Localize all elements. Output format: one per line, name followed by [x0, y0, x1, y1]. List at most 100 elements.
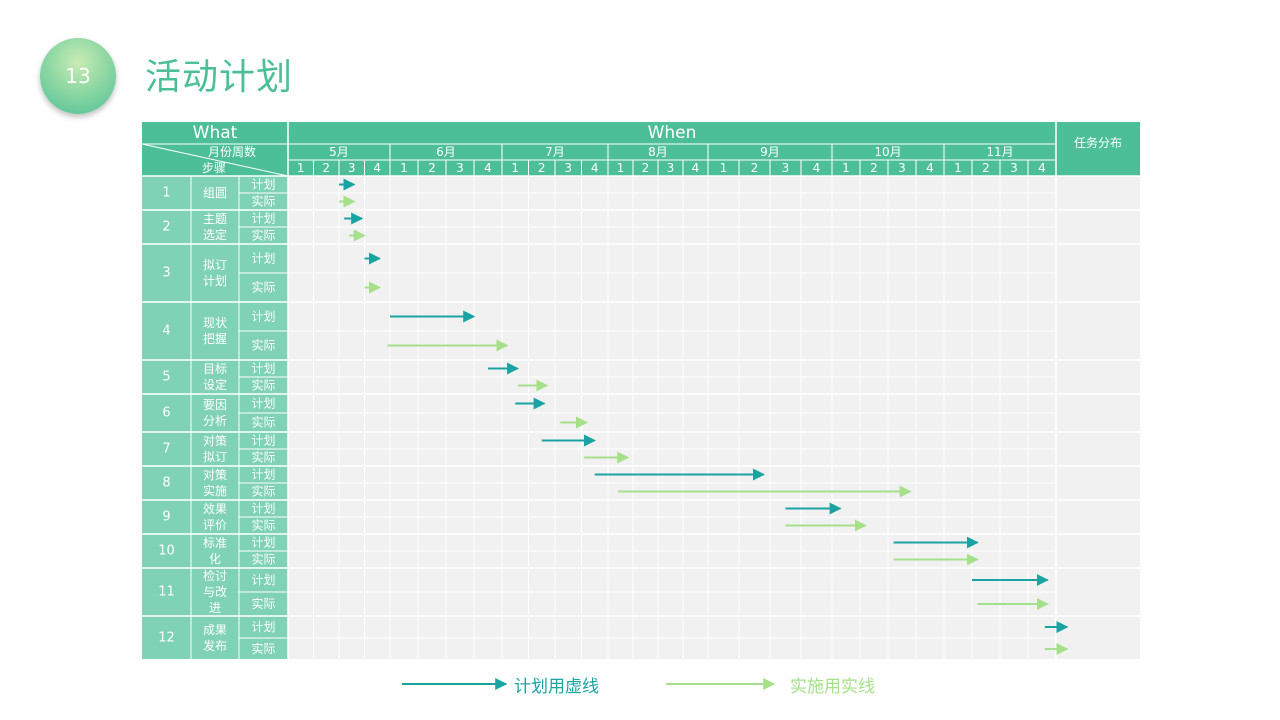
step-number: 12 [158, 631, 175, 646]
step-number: 10 [158, 544, 175, 559]
week-label: 1 [617, 161, 625, 175]
what-header: What [193, 123, 238, 143]
week-label: 1 [511, 161, 519, 175]
step-name: 分析 [203, 414, 227, 428]
plan-label: 计划 [251, 620, 275, 634]
step-name: 化 [209, 552, 221, 566]
step-number: 6 [162, 406, 170, 421]
week-label: 2 [428, 161, 436, 175]
plan-label: 计划 [251, 468, 275, 482]
actual-label: 实际 [251, 596, 275, 611]
step-name: 标准 [203, 536, 227, 550]
step-number: 5 [162, 370, 170, 385]
step-name: 拟订 [203, 258, 227, 272]
plan-label: 计划 [251, 310, 275, 324]
when-header: When [648, 123, 697, 143]
step-name: 把握 [203, 331, 227, 346]
actual-label: 实际 [251, 415, 275, 430]
week-label: 3 [1010, 161, 1018, 175]
month-label: 7月 [545, 145, 565, 159]
plan-label: 计划 [251, 573, 275, 587]
week-label: 2 [642, 161, 650, 175]
plan-label: 计划 [251, 536, 275, 550]
week-label: 3 [564, 161, 572, 175]
header-diagonal [141, 143, 289, 177]
week-label: 2 [538, 161, 546, 175]
week-label: 2 [751, 161, 759, 175]
month-label: 5月 [329, 145, 349, 159]
step-number: 11 [158, 585, 175, 600]
step-name: 与改 [203, 585, 227, 599]
actual-label: 实际 [251, 338, 275, 353]
actual-label: 实际 [251, 484, 275, 499]
step-name: 主题 [203, 212, 227, 226]
table-header-bg [142, 122, 1140, 176]
plan-label: 计划 [251, 252, 275, 266]
step-name: 组圆 [203, 186, 227, 200]
week-label: 3 [782, 161, 790, 175]
step-name: 发布 [203, 638, 227, 653]
slide-number-badge: 13 [40, 38, 116, 114]
actual-label: 实际 [251, 641, 275, 656]
plan-label: 计划 [251, 397, 275, 411]
header-month-week: 月份周数 [208, 144, 256, 159]
month-label: 9月 [760, 145, 780, 159]
month-label: 11月 [986, 145, 1013, 159]
page-title: 活动计划 [145, 57, 294, 98]
month-label: 10月 [874, 145, 901, 159]
slide-number: 13 [65, 64, 91, 88]
week-label: 3 [898, 161, 906, 175]
step-number: 9 [162, 510, 170, 525]
step-name: 计划 [203, 274, 227, 288]
actual-label: 实际 [251, 378, 275, 393]
plan-label: 计划 [251, 434, 275, 448]
step-name: 检讨 [203, 568, 227, 583]
week-label: 1 [954, 161, 962, 175]
step-name: 现状 [203, 316, 227, 330]
actual-label: 实际 [251, 280, 275, 295]
step-column-bg [142, 176, 288, 659]
week-label: 3 [348, 161, 356, 175]
step-number: 1 [162, 186, 170, 201]
step-name: 效果 [203, 501, 227, 516]
week-label: 1 [842, 161, 850, 175]
step-name: 评价 [203, 518, 227, 532]
step-name: 对策 [203, 468, 227, 482]
week-label: 4 [484, 161, 492, 175]
step-number: 3 [162, 266, 170, 281]
step-name: 成果 [203, 623, 227, 637]
week-label: 1 [720, 161, 728, 175]
plan-label: 计划 [251, 502, 275, 516]
actual-label: 实际 [251, 450, 275, 465]
step-name: 实施 [203, 483, 227, 498]
step-name: 目标 [203, 362, 227, 376]
month-label: 8月 [648, 145, 668, 159]
legend-actual-label: 实施用实线 [790, 677, 875, 697]
header-steps: 步骤 [202, 161, 226, 175]
legend-plan-label: 计划用虚线 [514, 677, 599, 697]
step-number: 2 [162, 220, 170, 235]
step-name: 对策 [203, 434, 227, 448]
week-label: 3 [456, 161, 464, 175]
actual-label: 实际 [251, 194, 275, 209]
week-label: 4 [813, 161, 821, 175]
week-label: 4 [1038, 161, 1046, 175]
step-number: 7 [162, 442, 170, 457]
actual-label: 实际 [251, 518, 275, 533]
step-name: 要因 [203, 398, 227, 412]
week-label: 2 [982, 161, 990, 175]
week-label: 2 [870, 161, 878, 175]
week-label: 3 [667, 161, 675, 175]
plan-label: 计划 [251, 212, 275, 226]
step-name: 设定 [203, 377, 227, 392]
step-number: 8 [162, 476, 170, 491]
step-name: 进 [209, 601, 221, 615]
week-label: 4 [373, 161, 381, 175]
step-name: 拟订 [203, 450, 227, 464]
week-label: 4 [591, 161, 599, 175]
timeline-body-bg [288, 176, 1140, 659]
actual-label: 实际 [251, 228, 275, 243]
week-label: 4 [692, 161, 700, 175]
actual-label: 实际 [251, 552, 275, 567]
